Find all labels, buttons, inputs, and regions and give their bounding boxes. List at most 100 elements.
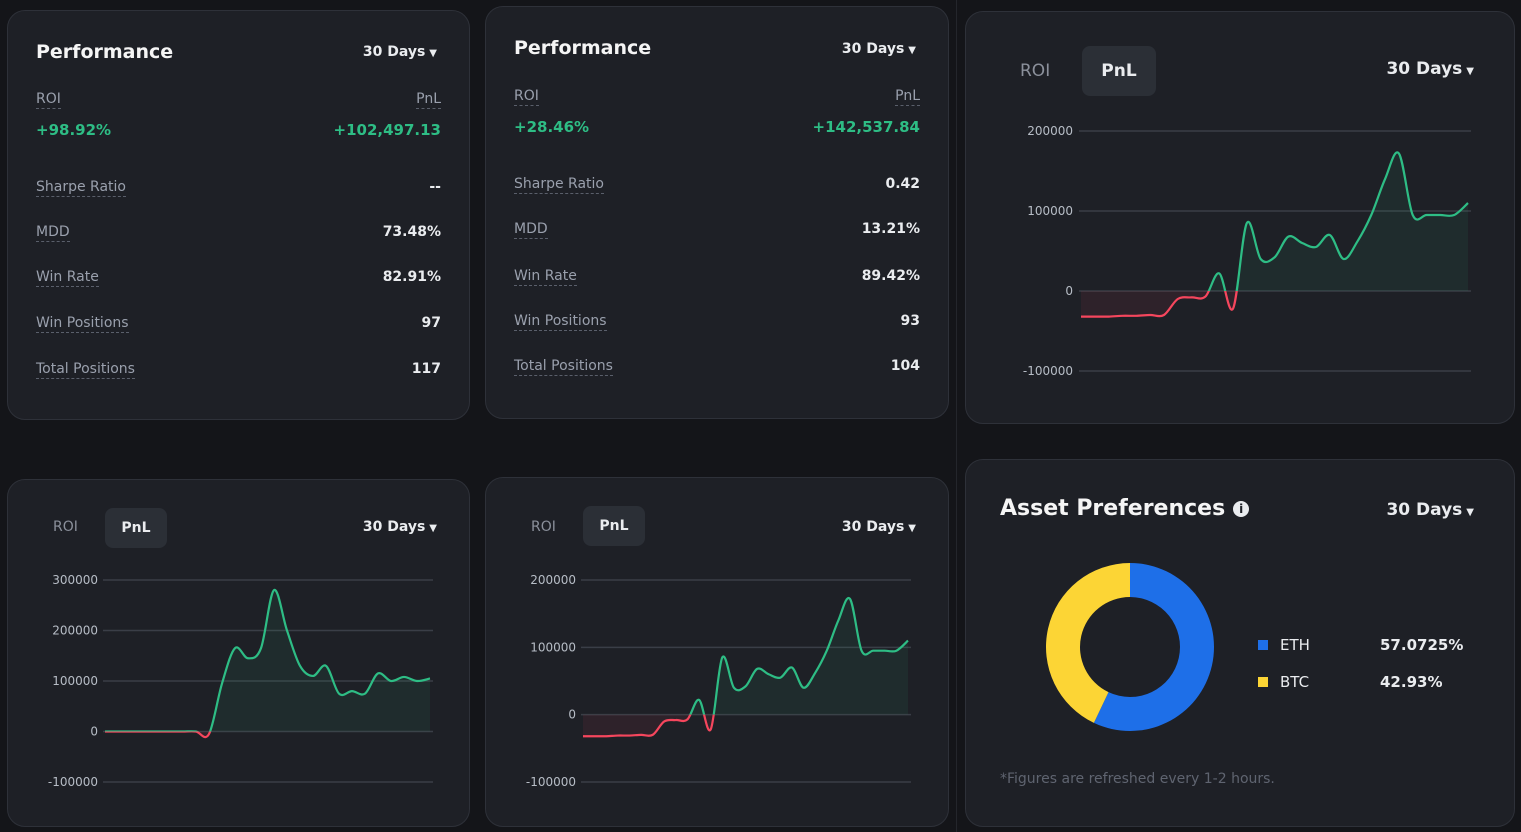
y-tick-label: 0	[90, 725, 98, 739]
performance-title: Performance	[514, 37, 652, 59]
mdd-label: MDD	[514, 221, 548, 239]
period-label: 30 Days	[362, 44, 426, 60]
asset-preferences-card: Asset Preferences i 30 Days ▼ ETH 57.0725%…	[965, 459, 1515, 827]
info-icon[interactable]: i	[1233, 501, 1250, 517]
total-positions-value: 104	[890, 358, 920, 374]
win-positions-value: 97	[421, 315, 441, 331]
performance-card-1: Performance 30 Days ▼ ROI PnL +98.92% +10…	[7, 10, 470, 420]
period-dropdown[interactable]: 30 Days ▼	[842, 41, 916, 57]
tab-roi[interactable]: ROI	[531, 519, 556, 535]
pnl-area-negative	[1081, 291, 1468, 317]
pnl-area-negative	[583, 714, 908, 737]
y-tick-label: 200000	[52, 624, 98, 638]
period-dropdown[interactable]: 30 Days ▼	[1386, 59, 1474, 79]
pnl-label: PnL	[895, 88, 920, 106]
caret-down-icon: ▼	[1466, 66, 1474, 77]
performance-card-2: Performance 30 Days ▼ ROI PnL +28.46% +14…	[485, 6, 949, 419]
period-label: 30 Days	[362, 519, 426, 535]
asset-preferences-title: Asset Preferences	[1000, 496, 1226, 521]
column-divider	[956, 0, 957, 832]
win-rate-value: 82.91%	[382, 269, 441, 285]
tab-pnl[interactable]: PnL	[105, 508, 167, 548]
y-tick-label: -100000	[48, 775, 98, 789]
caret-down-icon: ▼	[908, 523, 916, 534]
caret-down-icon: ▼	[908, 45, 916, 56]
win-positions-value: 93	[900, 313, 920, 329]
y-tick-label: 200000	[530, 573, 576, 587]
btc-percent: 42.93%	[1380, 673, 1443, 691]
eth-color-swatch	[1258, 640, 1268, 650]
tab-pnl[interactable]: PnL	[1082, 46, 1156, 96]
tab-roi[interactable]: ROI	[53, 519, 78, 535]
y-tick-label: 300000	[52, 573, 98, 587]
win-positions-label: Win Positions	[36, 315, 129, 333]
total-positions-label: Total Positions	[36, 361, 135, 379]
period-dropdown[interactable]: 30 Days ▼	[363, 519, 437, 535]
y-tick-label: -100000	[1023, 364, 1073, 378]
pnl-line-negative	[583, 714, 715, 738]
pnl-value: +142,537.84	[812, 118, 920, 136]
y-tick-label: 100000	[52, 674, 98, 688]
legend-item-eth: ETH	[1258, 636, 1310, 654]
sharpe-ratio-value: 0.42	[885, 176, 920, 192]
sharpe-ratio-label: Sharpe Ratio	[514, 176, 604, 194]
y-tick-label: 200000	[1027, 124, 1073, 138]
tab-pnl[interactable]: PnL	[583, 506, 645, 546]
period-dropdown[interactable]: 30 Days ▼	[363, 44, 437, 60]
sharpe-ratio-value: --	[429, 179, 441, 195]
pnl-chart-card-left: ROI PnL 30 Days ▼ 300000 200000 100000 0 -100…	[7, 479, 470, 827]
pnl-area-positive	[1081, 152, 1468, 291]
sharpe-ratio-label: Sharpe Ratio	[36, 179, 126, 197]
roi-value: +28.46%	[514, 118, 590, 136]
y-tick-label: 100000	[1027, 204, 1073, 218]
asset-preferences-heading: Asset Preferences i	[1000, 496, 1250, 521]
pnl-value: +102,497.13	[333, 121, 441, 139]
legend-label: BTC	[1280, 673, 1310, 691]
pnl-line-negative	[1081, 291, 1238, 318]
donut-slice-btc	[1046, 563, 1130, 723]
caret-down-icon: ▼	[429, 48, 437, 59]
pnl-line-chart: 200000 100000 0 -100000	[526, 573, 911, 789]
mdd-label: MDD	[36, 224, 70, 242]
win-rate-label: Win Rate	[514, 268, 577, 286]
btc-color-swatch	[1258, 677, 1268, 687]
legend-item-btc: BTC	[1258, 673, 1309, 691]
pnl-line-positive	[105, 588, 431, 732]
roi-value: +98.92%	[36, 121, 112, 139]
pnl-chart-card-top: ROI PnL 30 Days ▼ 200000 100000 0 -100000	[965, 11, 1515, 424]
period-label: 30 Days	[841, 519, 905, 535]
pnl-chart-card-middle: ROI PnL 30 Days ▼ 200000 100000 0 -100000	[485, 477, 949, 827]
period-label: 30 Days	[1386, 500, 1463, 520]
legend-label: ETH	[1280, 636, 1310, 654]
pnl-line-positive	[1207, 151, 1469, 291]
tab-roi[interactable]: ROI	[1020, 61, 1051, 81]
pnl-line-chart: 200000 100000 0 -100000	[1023, 124, 1471, 378]
y-tick-label: 100000	[530, 640, 576, 654]
win-rate-label: Win Rate	[36, 269, 99, 287]
caret-down-icon: ▼	[1466, 507, 1474, 518]
period-dropdown[interactable]: 30 Days ▼	[842, 519, 916, 535]
mdd-value: 13.21%	[861, 221, 920, 237]
y-tick-label: -100000	[526, 775, 576, 789]
pnl-area-positive	[690, 597, 908, 715]
pnl-area-positive	[105, 590, 430, 732]
roi-label: ROI	[514, 88, 539, 106]
eth-percent: 57.0725%	[1380, 636, 1464, 654]
asset-donut-chart	[1046, 563, 1214, 731]
mdd-value: 73.48%	[382, 224, 441, 240]
period-dropdown[interactable]: 30 Days ▼	[1386, 500, 1474, 520]
pnl-label: PnL	[416, 91, 441, 109]
pnl-line-chart: 300000 200000 100000 0 -100000	[48, 573, 433, 789]
win-rate-value: 89.42%	[861, 268, 920, 284]
performance-title: Performance	[36, 41, 174, 63]
refresh-note: *Figures are refreshed every 1-2 hours.	[1000, 771, 1275, 787]
donut-slice-eth	[1093, 563, 1214, 731]
y-tick-label: 0	[568, 708, 576, 722]
caret-down-icon: ▼	[429, 523, 437, 534]
total-positions-label: Total Positions	[514, 358, 613, 376]
roi-label: ROI	[36, 91, 61, 109]
pnl-line-positive	[689, 596, 909, 715]
period-label: 30 Days	[1386, 59, 1463, 79]
y-tick-label: 0	[1065, 284, 1073, 298]
period-label: 30 Days	[841, 41, 905, 57]
